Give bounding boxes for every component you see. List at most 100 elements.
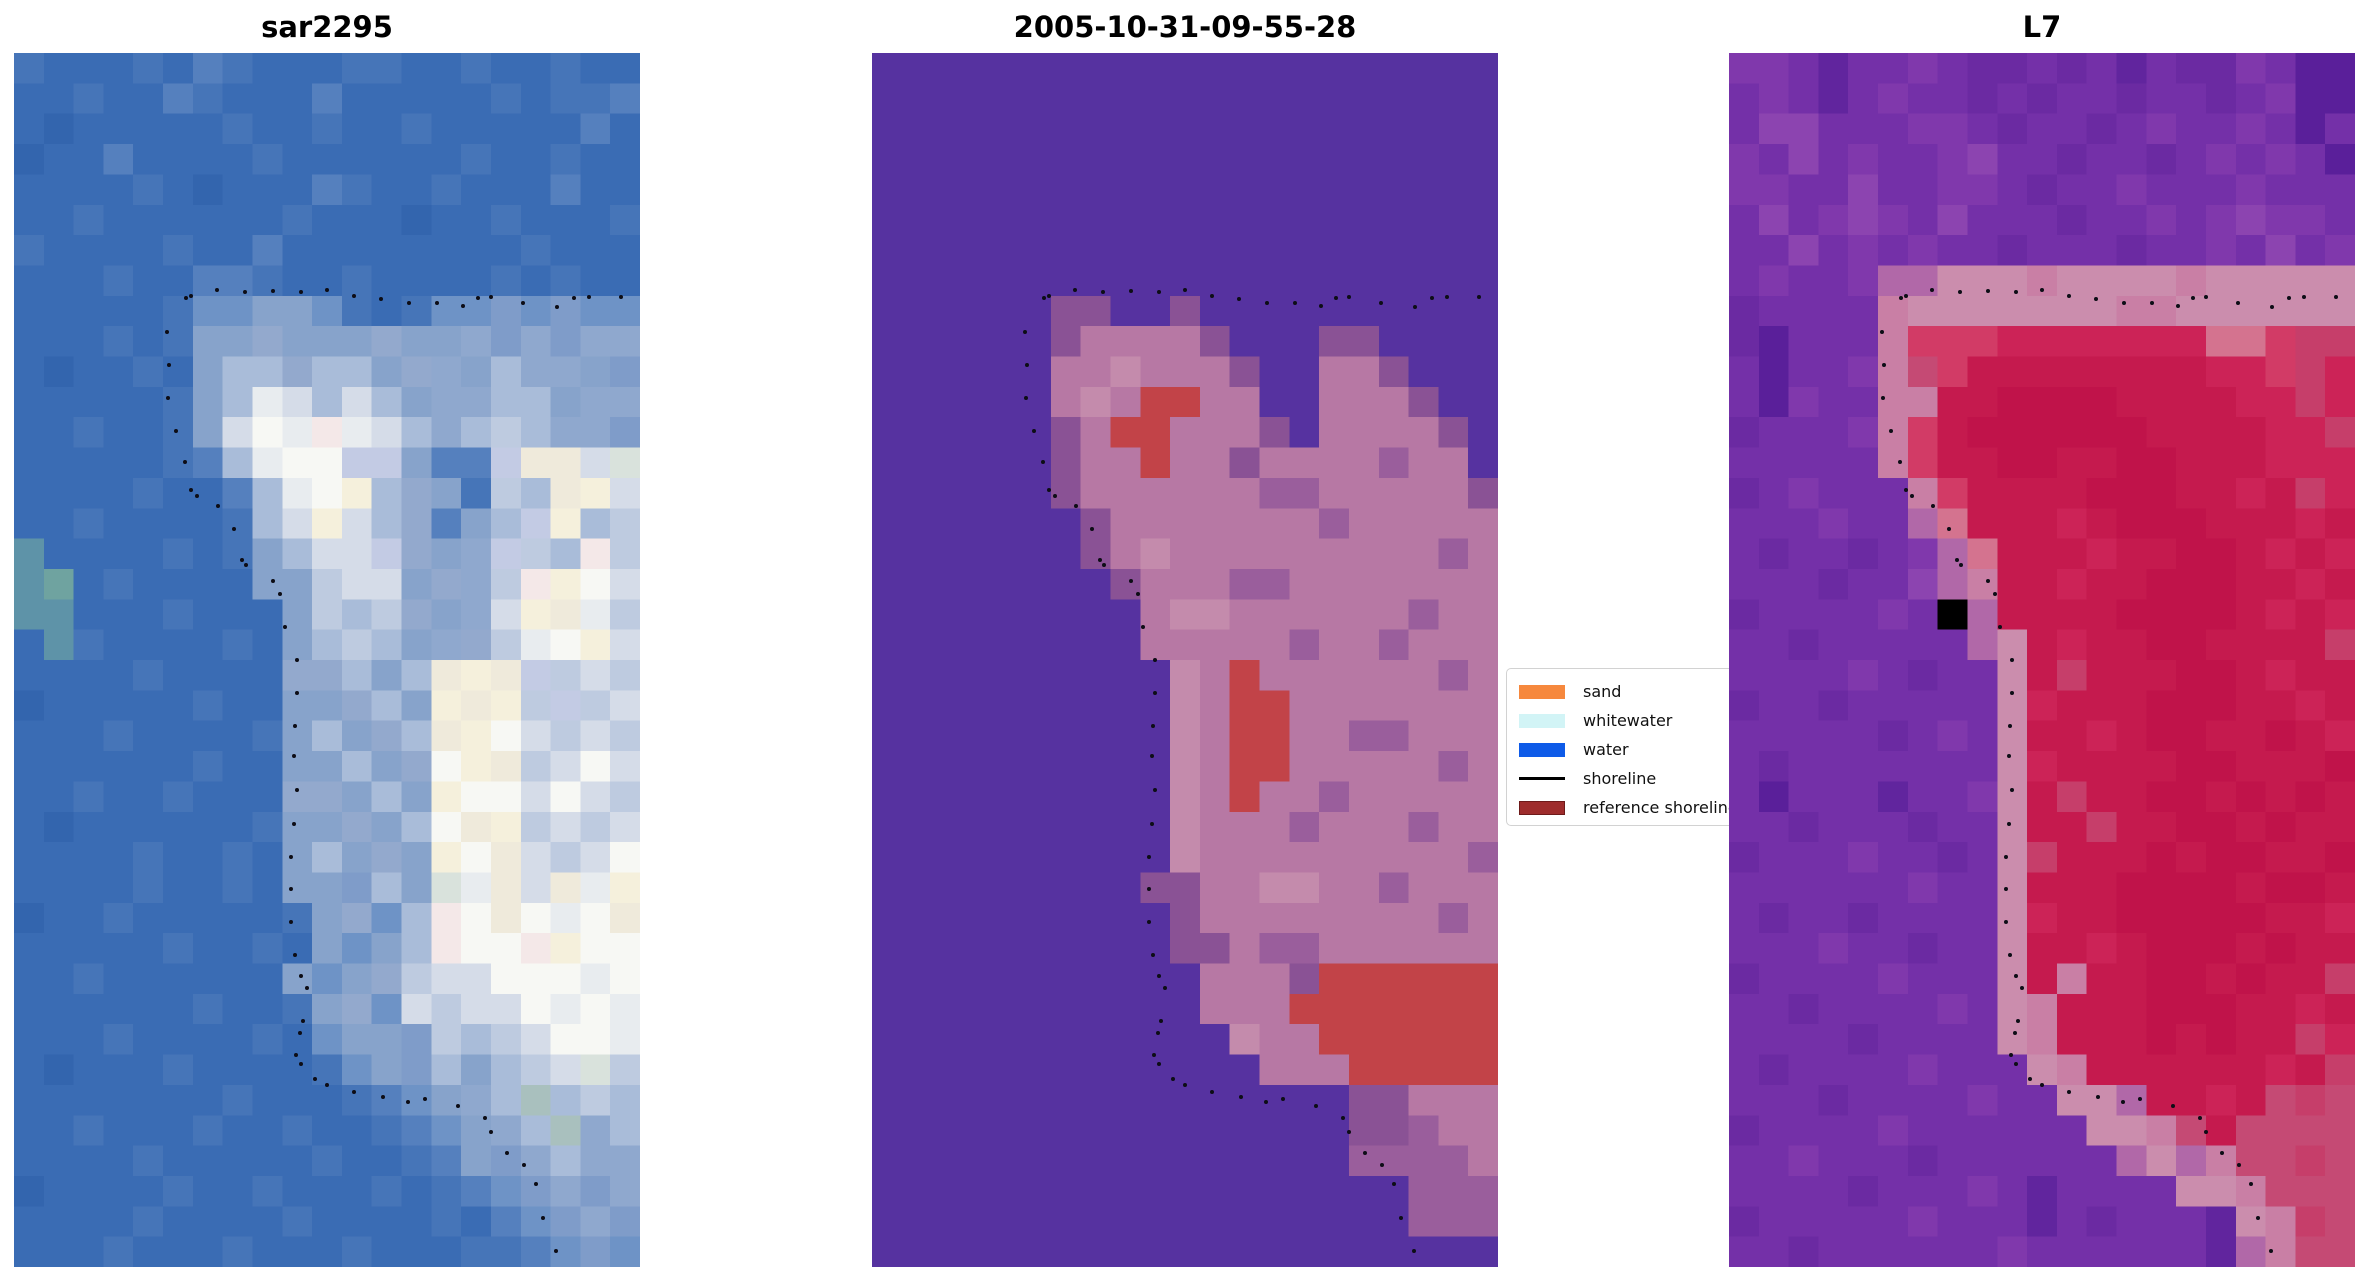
shoreline-dot [2004,887,2009,892]
shoreline-dot [505,1150,510,1155]
shoreline-dot [271,579,276,584]
shoreline-dot [2255,1216,2260,1221]
shoreline-dot [2004,854,2009,859]
shoreline-dot [1100,290,1105,295]
shoreline-dot [2269,304,2274,309]
shoreline-dot [619,295,624,299]
shoreline-dot [1129,579,1134,584]
shoreline-dot [294,658,299,662]
shoreline-dot [1156,1030,1161,1035]
shoreline-dot [231,526,236,531]
legend-item-reference-shore: reference shoreline [1519,793,1745,822]
shoreline-dot [164,330,169,335]
shoreline-dot [1318,303,1323,308]
shoreline-dot [2220,1150,2225,1155]
shoreline-dot [1378,301,1383,306]
shoreline-dot [1032,428,1037,433]
reference-shore-swatch [1519,800,1565,815]
shoreline-dot [239,558,244,563]
shoreline-dot [522,1163,527,1168]
shoreline-dot [325,287,329,292]
shoreline-dot [489,295,493,299]
shoreline-dot [293,723,298,728]
shoreline-dot [1879,330,1884,335]
shoreline-dot [304,985,309,990]
shoreline-dot [1151,1052,1156,1057]
shoreline-dot [1209,1090,1214,1095]
shoreline-dot [455,1103,460,1108]
panel-title-l7: L7 [2022,10,2062,44]
shoreline-dot [2198,1115,2203,1120]
shoreline-dot [2028,1076,2033,1081]
shoreline-dot [2006,821,2011,826]
shoreline-dot [1347,1130,1351,1135]
shoreline-dot [2334,295,2339,299]
shoreline-dot [1341,1115,1346,1120]
shoreline-dot [1313,1103,1318,1108]
shoreline-dot [2008,953,2013,957]
shoreline-dot [2170,1103,2175,1108]
shoreline-dot [291,753,296,758]
shoreline-dot [2009,690,2014,695]
shoreline-dot [2006,753,2011,758]
panel-classified [872,53,1498,1267]
shoreline-dot [313,1076,318,1081]
shoreline-dot [216,503,221,508]
legend-item-water: water [1519,735,1745,764]
shoreline-dot [378,297,383,302]
shoreline-dot [1445,295,1450,299]
shoreline-dot [1162,985,1167,990]
shoreline-dot [184,296,189,301]
shoreline-dot [174,428,179,433]
shoreline-dot [189,488,194,493]
shoreline-dot [1946,526,1951,531]
shoreline-dot [283,625,288,630]
satellite-raster-sar2295 [14,53,640,1267]
panel-title-classified: 2005-10-31-09-55-28 [1013,10,1357,44]
shoreline-dot [1102,563,1107,568]
sand-swatch [1519,684,1565,699]
shoreline-dot [1171,1076,1176,1081]
shoreline-dot [301,1018,306,1023]
shoreline-dot [2040,1082,2044,1087]
shoreline-dot [2302,295,2307,299]
shoreline-dot [1152,690,1157,695]
legend-item-shoreline: shoreline [1519,764,1745,793]
shoreline-dot [406,1099,411,1104]
shoreline-dot [1052,494,1057,499]
shoreline-dot [1022,330,1027,335]
shoreline-dot [540,1216,545,1221]
shoreline-dot [1904,488,1909,493]
shoreline-dot [1141,625,1146,630]
legend: sand whitewater water shoreline referenc… [1506,668,1758,826]
shoreline-dot [293,953,298,957]
shoreline-dot [1264,1099,1269,1104]
shoreline-dot [165,395,170,400]
shoreline-dot [381,1095,386,1100]
shoreline-dot [1293,301,1298,306]
shoreline-dot [278,592,283,597]
shoreline-dot [1152,658,1157,662]
shoreline-dot [1040,460,1045,465]
water-swatch [1519,742,1565,757]
shoreline-dot [1889,428,1894,433]
shoreline-dot [2121,1099,2126,1104]
shoreline-dot [1129,288,1134,293]
shoreline-dot [1136,592,1141,597]
shoreline-dot [1089,526,1094,531]
shoreline-dot [1025,362,1030,367]
shoreline-dot [1147,920,1152,925]
shoreline-dot [1897,460,1902,465]
panel-l7 [1729,53,2355,1267]
shoreline-dot [2066,293,2071,298]
shoreline-dot [1899,296,1904,301]
shoreline-dot [2122,301,2126,306]
shoreline-dot [294,690,299,695]
shoreline-dot [1047,488,1052,493]
shoreline-dot [1882,362,1887,367]
shoreline-dot [1151,953,1156,957]
shoreline-dot [1412,304,1417,309]
shoreline-dot [2016,1018,2021,1023]
shoreline-dot [1333,296,1338,301]
satellite-raster-classified [872,53,1498,1267]
